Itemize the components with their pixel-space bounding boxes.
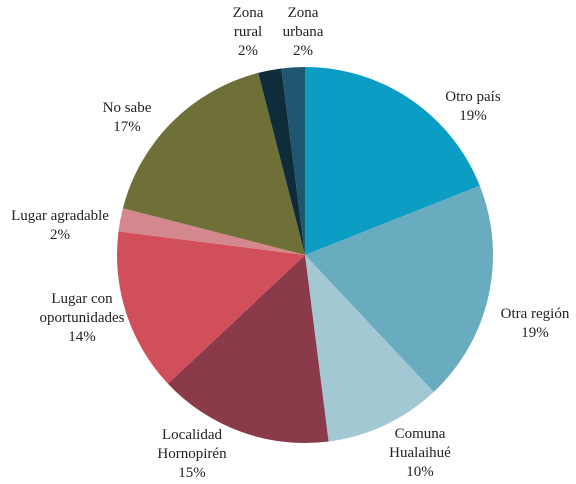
pie-slice xyxy=(281,67,305,255)
value-label: 17% xyxy=(113,119,141,135)
pie-slice xyxy=(258,68,305,255)
pie-slice xyxy=(167,255,329,443)
slice-label: Zona rural 2% xyxy=(228,4,268,61)
value-label: 14% xyxy=(68,329,96,345)
slice-label: Lugar con oportunidades 14% xyxy=(27,290,137,347)
slice-label: Localidad Hornopirén 15% xyxy=(145,426,240,483)
slice-label: Otro país 19% xyxy=(423,88,523,126)
pie-slice xyxy=(122,72,305,255)
slice-label: Otra región 19% xyxy=(485,305,576,343)
category-name: Lugar agradable xyxy=(11,208,109,224)
pie-slice xyxy=(305,67,480,255)
category-name: No sabe xyxy=(102,100,152,116)
value-label: 2% xyxy=(50,227,70,243)
pie-slice xyxy=(305,255,434,442)
slice-label: Comuna Hualaihué 10% xyxy=(378,425,463,482)
category-name: Zona urbana xyxy=(282,5,324,40)
category-name: Lugar con oportunidades xyxy=(39,291,125,326)
slice-label: Lugar agradable 2% xyxy=(0,207,130,245)
category-name: Otra región xyxy=(500,306,570,322)
value-label: 2% xyxy=(238,43,258,59)
pie-slice xyxy=(305,185,493,393)
value-label: 10% xyxy=(406,464,434,480)
category-name: Localidad Hornopirén xyxy=(157,427,227,462)
value-label: 19% xyxy=(459,108,487,124)
pie-slice xyxy=(117,231,305,384)
category-name: Zona rural xyxy=(232,5,264,40)
slice-label: No sabe 17% xyxy=(87,99,167,137)
pie-slice xyxy=(118,208,305,255)
slice-label: Zona urbana 2% xyxy=(278,4,328,61)
value-label: 15% xyxy=(178,465,206,481)
value-label: 19% xyxy=(521,325,549,341)
category-name: Comuna Hualaihué xyxy=(389,426,451,461)
value-label: 2% xyxy=(293,43,313,59)
category-name: Otro país xyxy=(445,89,501,105)
